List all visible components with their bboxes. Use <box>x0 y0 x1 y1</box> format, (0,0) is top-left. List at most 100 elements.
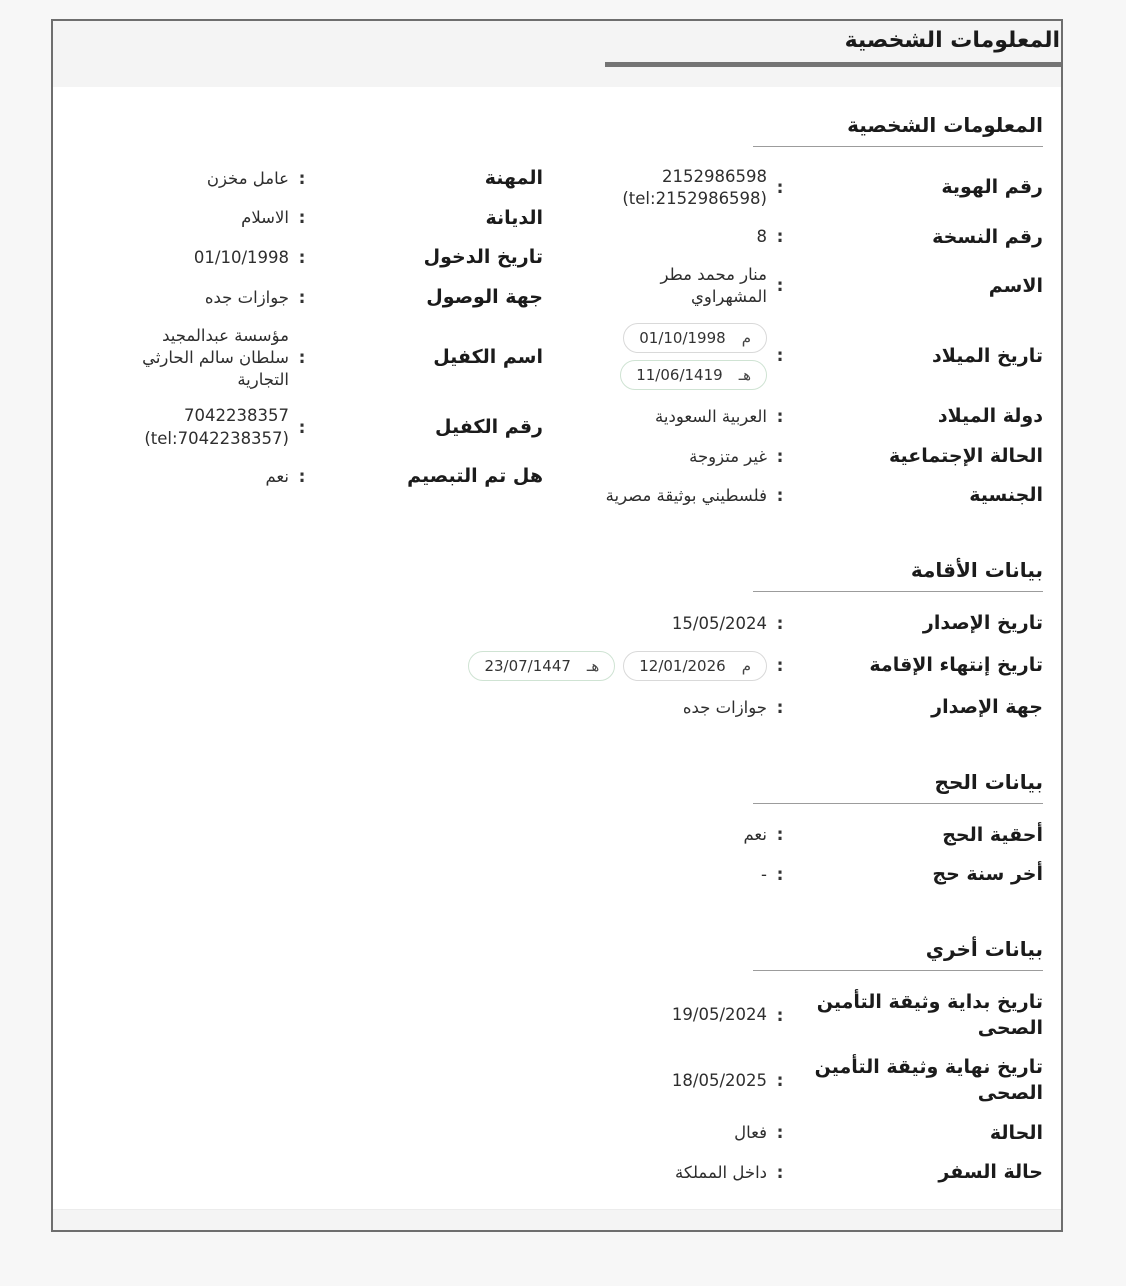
field-label: تاريخ الميلاد <box>932 344 1043 367</box>
personal-section-columns: رقم الهوية : 2152986598 (tel:2152986598)… <box>71 159 1043 516</box>
field-value: فلسطيني بوثيقة مصرية <box>605 486 767 506</box>
field-label: الديانة <box>485 206 543 229</box>
field-row: حالة السفر : داخل المملكة <box>567 1153 1043 1193</box>
field-value: 2152986598 (tel:2152986598) <box>622 167 767 209</box>
field-row: أخر سنة حج : - <box>567 855 1043 895</box>
field-row: المهنة : عامل مخزن <box>129 159 543 199</box>
colon-separator: : <box>776 486 784 507</box>
field-row-residence-expiry: تاريخ إنتهاء الإقامة : م 12/01/2026 هـ 2… <box>468 644 1043 688</box>
gregorian-date-value: 12/01/2026 <box>639 656 726 675</box>
field-value: جوازات جده <box>682 697 767 717</box>
colon-separator: : <box>298 287 306 308</box>
colon-separator: : <box>776 825 784 846</box>
field-row: رقم الهوية : 2152986598 (tel:2152986598) <box>567 159 1043 218</box>
personal-info-card: المعلومات الشخصية المعلومات الشخصية رقم … <box>51 19 1063 1232</box>
colon-separator: : <box>298 466 306 487</box>
colon-separator: : <box>776 346 784 367</box>
field-label: دولة الميلاد <box>937 405 1043 428</box>
section-heading-residence: بيانات الأقامة <box>910 558 1043 583</box>
field-label: الحالة الإجتماعية <box>889 444 1043 467</box>
colon-separator: : <box>298 347 306 368</box>
section-rule <box>753 969 1043 971</box>
field-label: الجنسية <box>969 484 1043 507</box>
other-table: تاريخ بداية وثيقة التأمين الصحى : 19/05/… <box>567 983 1043 1193</box>
field-value: غير متزوجة <box>689 446 767 466</box>
field-label: تاريخ الدخول <box>423 246 543 269</box>
field-label: رقم الهوية <box>941 176 1043 199</box>
field-row: اسم الكفيل : مؤسسة عبدالمجيد سلطان سالم … <box>129 318 543 399</box>
card-footer-band <box>53 1209 1061 1230</box>
field-label: اسم الكفيل <box>433 346 543 369</box>
field-row-birth-date: تاريخ الميلاد : م 01/10/1998 هـ 11/06/14… <box>567 316 1043 398</box>
colon-separator: : <box>298 168 306 189</box>
field-label: أخر سنة حج <box>932 863 1043 886</box>
field-label: الحالة <box>989 1121 1043 1144</box>
colon-separator: : <box>776 1005 784 1026</box>
field-row: الاسم : منار محمد مطر المشهراوي <box>567 257 1043 316</box>
field-value: 01/10/1998 <box>193 247 289 267</box>
field-row: جهة الوصول : جوازات جده <box>129 278 543 318</box>
card-body: المعلومات الشخصية رقم الهوية : 215298659… <box>53 87 1061 1209</box>
residence-table: تاريخ الإصدار : 15/05/2024 تاريخ إنتهاء … <box>468 604 1043 728</box>
colon-separator: : <box>776 1070 784 1091</box>
hijri-date-pill: هـ 23/07/1447 <box>468 650 616 682</box>
section-heading-personal: المعلومات الشخصية <box>847 113 1043 137</box>
field-row: الديانة : الاسلام <box>129 199 543 239</box>
field-value: فعال <box>734 1123 767 1143</box>
field-value: داخل المملكة <box>675 1162 767 1182</box>
field-value: العربية السعودية <box>655 406 767 426</box>
gregorian-calendar-letter: م <box>741 328 751 347</box>
field-row: أحقية الحج : نعم <box>567 816 1043 856</box>
field-row: دولة الميلاد : العربية السعودية <box>567 397 1043 437</box>
field-row: جهة الإصدار : جوازات جده <box>567 688 1043 728</box>
section-heading-hajj: بيانات الحج <box>934 769 1043 794</box>
field-value-dates: م 12/01/2026 هـ 23/07/1447 <box>468 650 767 682</box>
colon-separator: : <box>776 1123 784 1144</box>
field-label: رقم النسخة <box>932 225 1043 248</box>
hijri-calendar-letter: هـ <box>586 656 600 675</box>
colon-separator: : <box>298 248 306 269</box>
field-value: 7042238357 (tel:7042238357) <box>144 406 289 448</box>
field-value: 15/05/2024 <box>671 613 767 633</box>
section-rule <box>753 591 1043 593</box>
colon-separator: : <box>776 178 784 199</box>
colon-separator: : <box>776 407 784 428</box>
personal-right-table: رقم الهوية : 2152986598 (tel:2152986598)… <box>567 159 1043 516</box>
colon-separator: : <box>776 655 784 676</box>
field-label: جهة الوصول <box>426 285 543 308</box>
gregorian-date-pill: م 01/10/1998 <box>623 322 767 353</box>
field-value: - <box>761 864 767 884</box>
field-label: جهة الإصدار <box>931 696 1043 719</box>
card-header: المعلومات الشخصية <box>53 21 1061 87</box>
field-label: حالة السفر <box>938 1161 1043 1184</box>
field-value: مؤسسة عبدالمجيد سلطان سالم الحارثي التجا… <box>142 325 289 390</box>
field-row: هل تم التبصيم : نعم <box>129 457 543 497</box>
field-label: تاريخ بداية وثيقة التأمين الصحى <box>816 990 1043 1039</box>
field-row: رقم النسخة : 8 <box>567 218 1044 258</box>
field-value: 19/05/2024 <box>671 1005 767 1025</box>
field-row: تاريخ الإصدار : 15/05/2024 <box>567 604 1043 644</box>
hijri-date-value: 23/07/1447 <box>484 656 571 675</box>
gregorian-calendar-letter: م <box>741 656 751 675</box>
colon-separator: : <box>776 1162 784 1183</box>
gregorian-date-pill: م 12/01/2026 <box>623 650 767 682</box>
card-title: المعلومات الشخصية <box>844 28 1060 53</box>
hajj-table: أحقية الحج : نعم أخر سنة حج : - <box>567 816 1043 895</box>
colon-separator: : <box>776 865 784 886</box>
field-label: هل تم التبصيم <box>407 464 543 487</box>
field-label: تاريخ الإصدار <box>922 612 1043 635</box>
field-label: تاريخ نهاية وثيقة التأمين الصحى <box>814 1056 1043 1104</box>
colon-separator: : <box>776 697 784 718</box>
colon-separator: : <box>776 227 784 248</box>
field-label: المهنة <box>484 167 543 189</box>
field-row: الجنسية : فلسطيني بوثيقة مصرية <box>567 476 1043 516</box>
field-value: 18/05/2025 <box>671 1070 767 1090</box>
field-value: الاسلام <box>241 208 289 228</box>
section-rule <box>753 146 1043 147</box>
field-row: الحالة : فعال <box>567 1114 1043 1154</box>
title-underline-bar <box>605 62 1061 67</box>
field-row: تاريخ بداية وثيقة التأمين الصحى : 19/05/… <box>567 983 1043 1048</box>
field-label: تاريخ إنتهاء الإقامة <box>869 654 1043 677</box>
hijri-date-pill: هـ 11/06/1419 <box>620 359 767 391</box>
section-heading-other: بيانات أخري <box>925 936 1043 961</box>
